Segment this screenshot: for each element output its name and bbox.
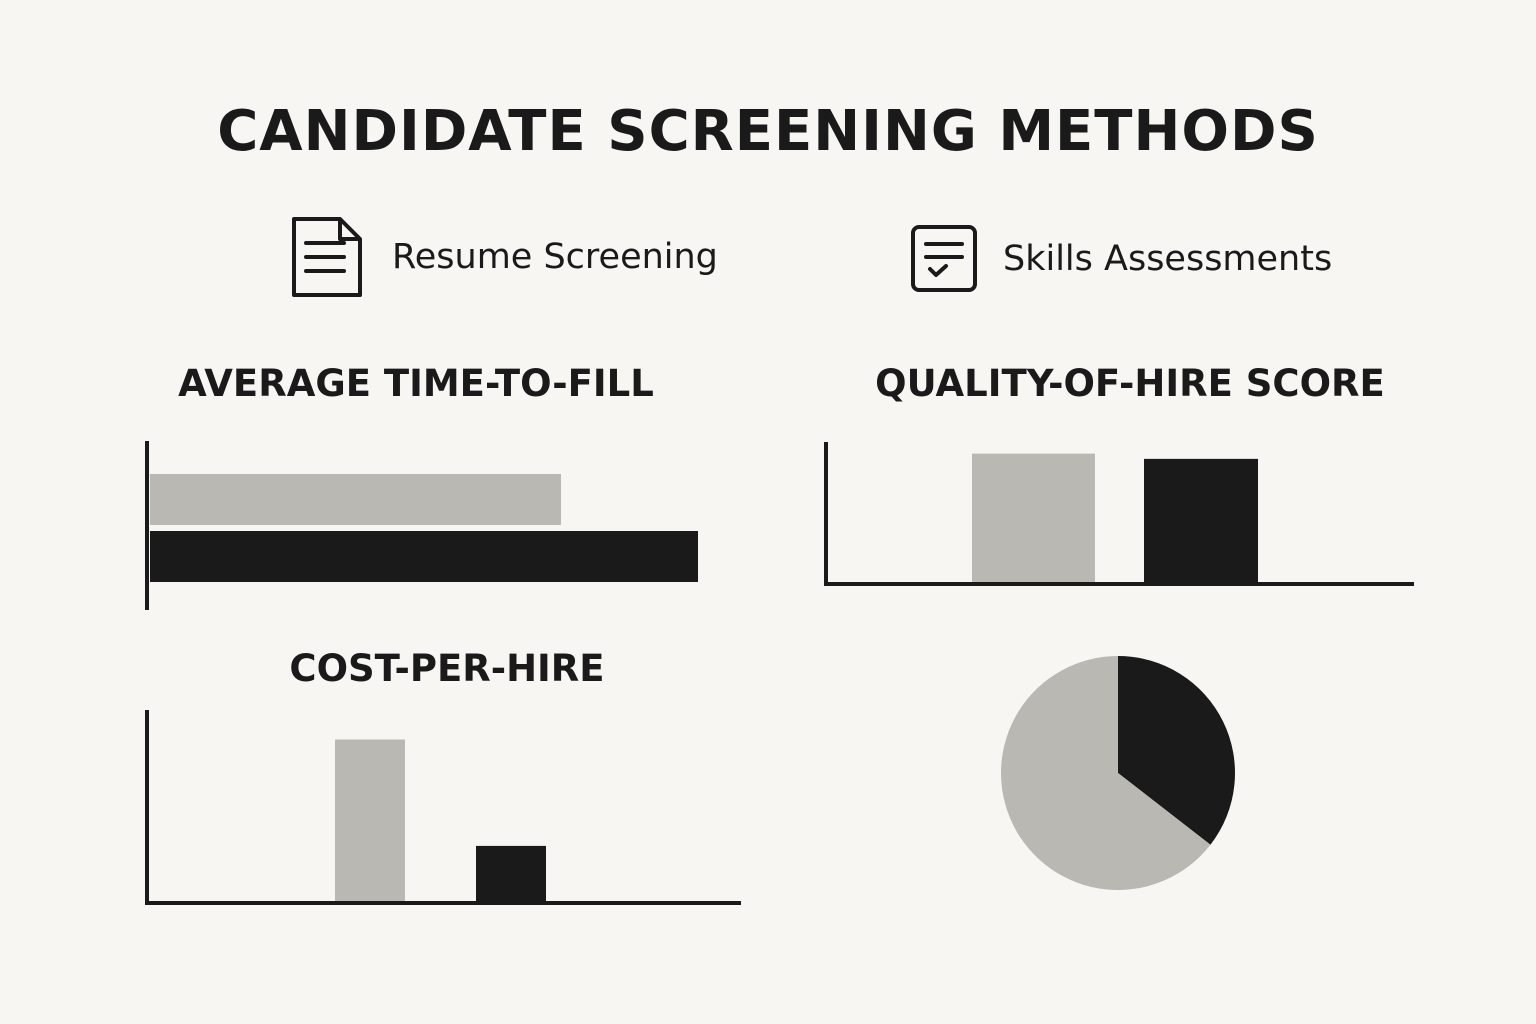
chart-title-cost-per-hire: COST-PER-HIRE [289,647,605,690]
document-icon [292,217,362,297]
cost-per-hire-bar-resume-screening [335,739,405,901]
cost-per-hire-bar-skills-assessments [476,845,546,901]
legend-item-skills-assessments: Skills Assessments [910,224,1332,294]
quality-of-hire-bar-skills-assessments [1144,458,1258,582]
pie-slice-skills-assessments [1118,656,1236,845]
checklist-icon [911,225,977,292]
time-to-fill-bar-resume-screening [150,474,561,525]
quality-of-hire-bar-resume-screening [972,453,1095,582]
legend-label-resume-screening: Resume Screening [392,237,718,277]
pie-slice-resume-screening [1001,656,1211,890]
time-to-fill-bar-skills-assessments [150,531,698,582]
chart-title-quality-of-hire: QUALITY-OF-HIRE SCORE [875,362,1385,405]
legend-item-resume-screening: Resume Screening [290,215,718,299]
page-title: CANDIDATE SCREENING METHODS [217,99,1319,164]
legend-label-skills-assessments: Skills Assessments [1003,239,1333,279]
chart-title-time-to-fill: AVERAGE TIME-TO-FILL [178,362,654,405]
